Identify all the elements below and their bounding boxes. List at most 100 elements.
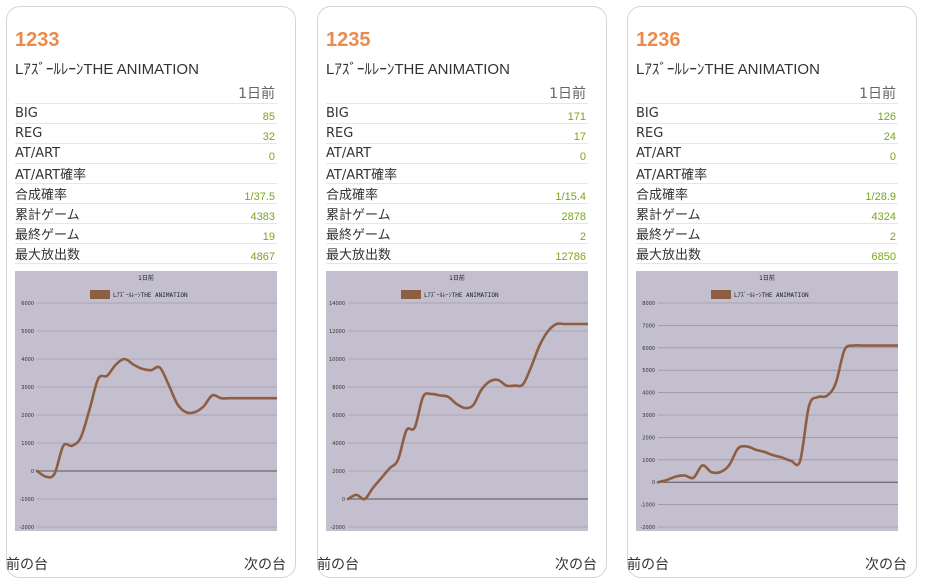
- table-row: 最大放出数 4867: [15, 243, 277, 264]
- row-label: AT/ART: [636, 143, 816, 164]
- legend-label: LｱｽﾞｰﾙﾚｰﾝTHE ANIMATION: [734, 292, 809, 299]
- chart-title: 1日前: [759, 274, 775, 282]
- row-value: 171: [505, 103, 588, 124]
- payout-chart-svg: 1日前 LｱｽﾞｰﾙﾚｰﾝTHE ANIMATION 6000 5000 4000 300…: [15, 271, 277, 531]
- table-row: 最終ゲーム 19: [15, 223, 277, 244]
- legend-label: LｱｽﾞｰﾙﾚｰﾝTHE ANIMATION: [424, 292, 499, 299]
- y-tick-label: 12000: [329, 329, 345, 335]
- row-value: 17: [505, 123, 588, 144]
- row-value: 85: [194, 103, 277, 124]
- row-label: 合成確率: [15, 183, 195, 204]
- table-row: AT/ART 0: [636, 143, 898, 164]
- y-tick-label: 0: [342, 497, 345, 503]
- row-label: 最大放出数: [15, 243, 195, 264]
- period-header: 1日前: [326, 83, 588, 104]
- chart-title: 1日前: [449, 274, 465, 282]
- series-line: [656, 343, 898, 484]
- row-label: AT/ART確率: [636, 163, 816, 184]
- row-label: 最終ゲーム: [15, 223, 195, 244]
- row-value: 4383: [194, 203, 277, 224]
- row-value: 2: [505, 223, 588, 244]
- y-tick-label: 0: [652, 480, 655, 486]
- table-row: AT/ART確率: [636, 163, 898, 184]
- row-value: 126: [815, 103, 898, 124]
- y-tick-label: 0: [31, 469, 34, 475]
- row-value: 1/37.5: [194, 183, 277, 204]
- table-row: BIG 126: [636, 103, 898, 124]
- row-label: REG: [326, 123, 506, 144]
- next-machine-link[interactable]: 次の台: [555, 557, 597, 573]
- stats-table: 1日前 BIG 126 REG 24 AT/ART 0 AT/ART確率 合成確率 1/…: [636, 83, 898, 264]
- row-value: 1/15.4: [505, 183, 588, 204]
- machine-number[interactable]: 1233: [15, 29, 60, 51]
- y-tick-label: 6000: [332, 413, 345, 419]
- legend-swatch: [711, 290, 731, 299]
- table-row: AT/ART確率: [326, 163, 588, 184]
- y-tick-label: 4000: [642, 391, 655, 397]
- y-tick-label: 1000: [21, 441, 34, 447]
- table-row: AT/ART 0: [15, 143, 277, 164]
- y-tick-label: 4000: [332, 441, 345, 447]
- row-value: 24: [815, 123, 898, 144]
- machine-card-1236: 1236 LｱｽﾞｰﾙﾚｰﾝTHE ANIMATION 1日前 BIG 126 R…: [627, 6, 917, 578]
- machine-number[interactable]: 1236: [636, 29, 681, 51]
- row-label: 合成確率: [636, 183, 816, 204]
- y-tick-label: -2000: [330, 525, 345, 531]
- machine-name: LｱｽﾞｰﾙﾚｰﾝTHE ANIMATION: [636, 61, 820, 78]
- y-tick-label: -2000: [19, 525, 34, 531]
- row-value: 19: [194, 223, 277, 244]
- table-row: 最大放出数 12786: [326, 243, 588, 264]
- row-value: 32: [194, 123, 277, 144]
- row-value: [194, 163, 277, 184]
- row-value: 2878: [505, 203, 588, 224]
- table-row: REG 24: [636, 123, 898, 144]
- y-tick-label: 6000: [642, 346, 655, 352]
- row-label: 最終ゲーム: [636, 223, 816, 244]
- row-label: REG: [636, 123, 816, 144]
- plot-background: [326, 271, 588, 531]
- prev-machine-link[interactable]: 前の台: [6, 557, 48, 573]
- payout-chart: 1日前 LｱｽﾞｰﾙﾚｰﾝTHE ANIMATION 8000 7000 6000 500…: [636, 271, 898, 531]
- series-line: [346, 322, 588, 501]
- y-tick-label: 1000: [642, 458, 655, 464]
- row-label: 累計ゲーム: [636, 203, 816, 224]
- machine-card-1233: 1233 LｱｽﾞｰﾙﾚｰﾝTHE ANIMATION 1日前 BIG 85 RE…: [6, 6, 296, 578]
- series-line: [35, 357, 277, 479]
- y-tick-label: 5000: [642, 368, 655, 374]
- table-row: BIG 171: [326, 103, 588, 124]
- row-value: 0: [194, 143, 277, 164]
- row-label: AT/ART確率: [15, 163, 195, 184]
- y-tick-label: 10000: [329, 357, 345, 363]
- row-label: 合成確率: [326, 183, 506, 204]
- y-tick-label: 14000: [329, 301, 345, 307]
- row-label: BIG: [15, 103, 195, 124]
- row-value: 1/28.9: [815, 183, 898, 204]
- y-tick-label: 2000: [21, 413, 34, 419]
- row-value: [505, 163, 588, 184]
- row-label: BIG: [636, 103, 816, 124]
- row-value: 0: [815, 143, 898, 164]
- row-label: 最大放出数: [636, 243, 816, 264]
- period-header: 1日前: [15, 83, 277, 104]
- row-value: 4324: [815, 203, 898, 224]
- prev-machine-link[interactable]: 前の台: [317, 557, 359, 573]
- row-label: 最大放出数: [326, 243, 506, 264]
- y-tick-label: -1000: [19, 497, 34, 503]
- legend-label: LｱｽﾞｰﾙﾚｰﾝTHE ANIMATION: [113, 292, 188, 299]
- row-value: 12786: [505, 243, 588, 264]
- machine-card-1235: 1235 LｱｽﾞｰﾙﾚｰﾝTHE ANIMATION 1日前 BIG 171 R…: [317, 6, 607, 578]
- table-row: 最終ゲーム 2: [636, 223, 898, 244]
- y-tick-label: 3000: [21, 385, 34, 391]
- table-row: AT/ART確率: [15, 163, 277, 184]
- machine-number[interactable]: 1235: [326, 29, 371, 51]
- stats-table: 1日前 BIG 171 REG 17 AT/ART 0 AT/ART確率 合成確率 1/…: [326, 83, 588, 264]
- payout-chart-svg: 1日前 LｱｽﾞｰﾙﾚｰﾝTHE ANIMATION 14000 12000 10000…: [326, 271, 588, 531]
- table-row: REG 32: [15, 123, 277, 144]
- table-row: 最大放出数 6850: [636, 243, 898, 264]
- plot-background: [15, 271, 277, 531]
- next-machine-link[interactable]: 次の台: [865, 557, 907, 573]
- next-machine-link[interactable]: 次の台: [244, 557, 286, 573]
- row-value: 4867: [194, 243, 277, 264]
- prev-machine-link[interactable]: 前の台: [627, 557, 669, 573]
- legend-swatch: [90, 290, 110, 299]
